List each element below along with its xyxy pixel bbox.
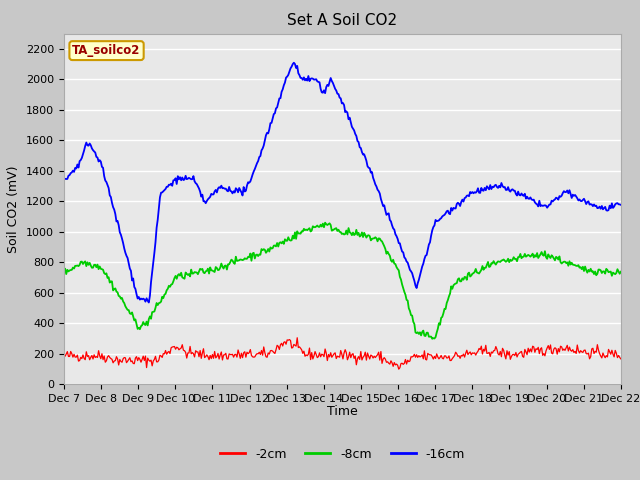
Y-axis label: Soil CO2 (mV): Soil CO2 (mV) <box>8 165 20 252</box>
-8cm <box>519 254 527 260</box>
-2cm <box>326 354 333 360</box>
-8cm <box>326 220 333 226</box>
-16cm <box>290 60 298 66</box>
-8cm <box>321 220 329 226</box>
-2cm <box>293 335 301 341</box>
-2cm <box>519 353 527 359</box>
Line: -16cm: -16cm <box>64 63 621 302</box>
-2cm <box>606 349 614 355</box>
-16cm <box>60 176 68 182</box>
-8cm <box>329 227 337 233</box>
Text: TA_soilco2: TA_soilco2 <box>72 44 141 57</box>
-8cm <box>617 269 625 275</box>
-8cm <box>362 235 370 240</box>
-16cm <box>145 300 153 305</box>
-16cm <box>394 236 401 242</box>
-2cm <box>617 356 625 362</box>
-2cm <box>362 357 370 363</box>
Line: -8cm: -8cm <box>64 223 621 339</box>
-16cm <box>364 163 371 169</box>
-8cm <box>606 269 614 275</box>
-2cm <box>329 353 337 359</box>
-16cm <box>617 202 625 208</box>
-2cm <box>395 366 403 372</box>
Line: -2cm: -2cm <box>64 338 621 369</box>
-16cm <box>606 203 614 208</box>
-2cm <box>393 361 401 367</box>
-8cm <box>60 268 68 274</box>
-16cm <box>519 192 527 198</box>
Legend: -2cm, -8cm, -16cm: -2cm, -8cm, -16cm <box>215 443 470 466</box>
-8cm <box>393 264 401 270</box>
X-axis label: Time: Time <box>327 405 358 418</box>
-8cm <box>428 336 436 342</box>
-16cm <box>327 75 335 81</box>
Title: Set A Soil CO2: Set A Soil CO2 <box>287 13 397 28</box>
-16cm <box>330 83 338 89</box>
-2cm <box>60 351 68 357</box>
